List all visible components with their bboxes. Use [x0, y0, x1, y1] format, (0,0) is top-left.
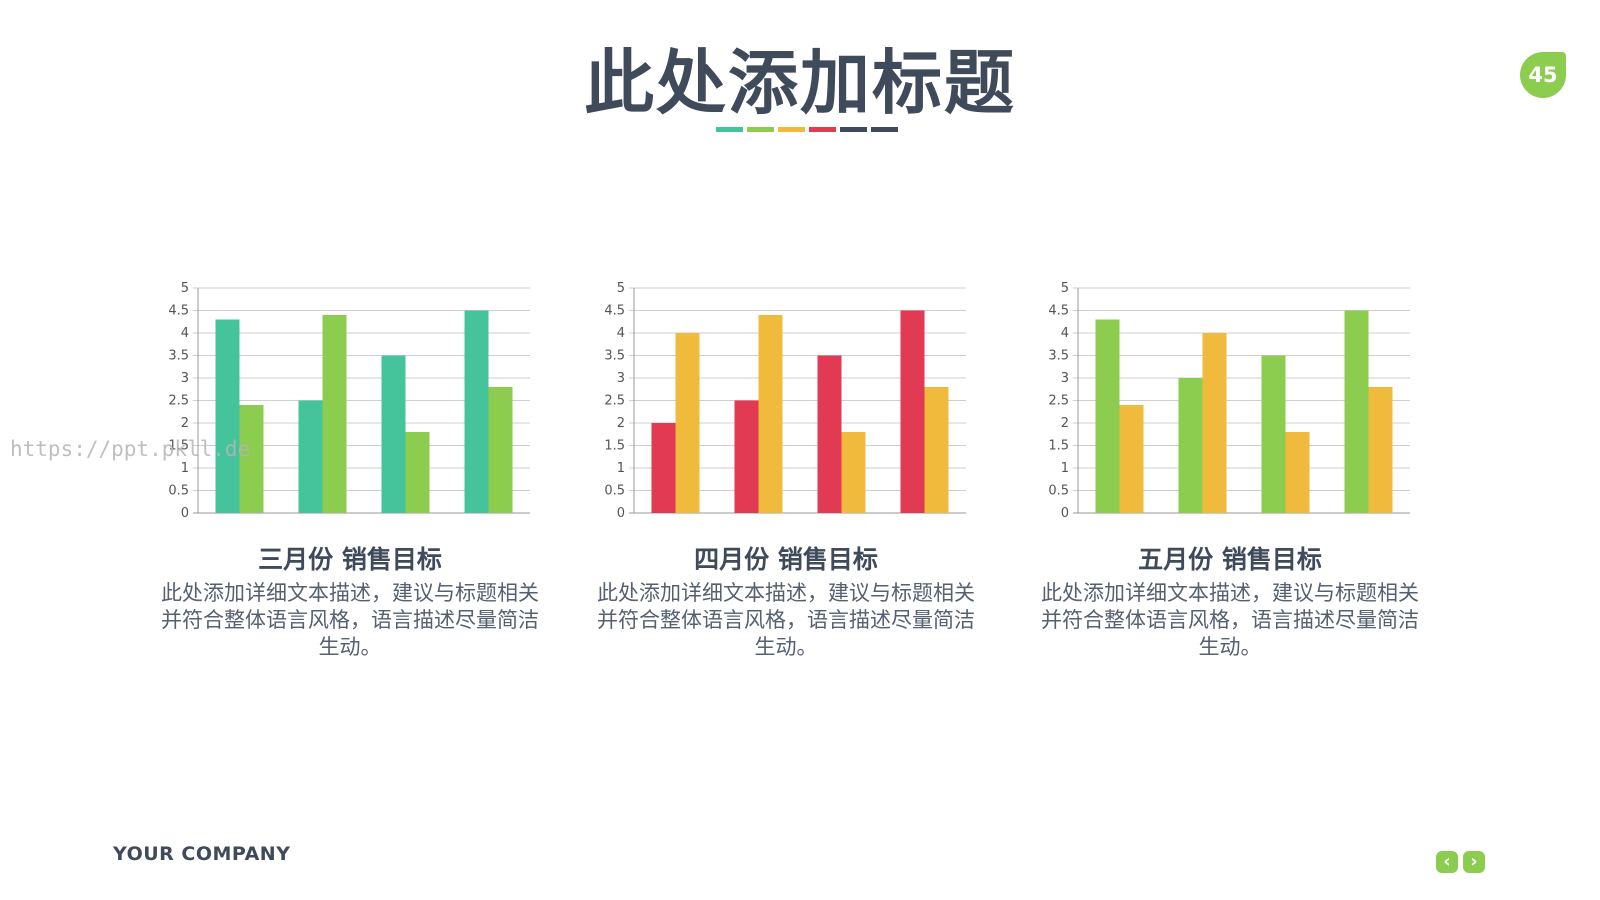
chevron-right-icon: › — [1470, 851, 1478, 872]
chart-block-march: 0 0.5 1 1.5 2 2.5 3 3.5 4 4.5 5 三月份 销售目标 此处添加详细文本描… — [150, 275, 550, 675]
y-tick-label: 3.5 — [604, 349, 625, 364]
y-tick-label: 1.5 — [1048, 439, 1069, 454]
bar — [1344, 310, 1369, 513]
y-tick-label: 1 — [181, 461, 189, 476]
y-tick-label: 4.5 — [168, 304, 189, 319]
y-tick-label: 0.5 — [168, 484, 189, 499]
title-accent-bar — [747, 127, 774, 132]
title-accent-bar — [716, 127, 743, 132]
y-tick-label: 3.5 — [1048, 349, 1069, 364]
y-tick-label: 4 — [617, 326, 625, 341]
y-tick-label: 3 — [1061, 371, 1069, 386]
bar — [841, 432, 866, 513]
bar — [734, 400, 759, 513]
y-tick-label: 2.5 — [168, 394, 189, 409]
y-tick-label: 1.5 — [604, 439, 625, 454]
bar — [817, 355, 842, 513]
bar — [239, 405, 264, 513]
y-tick-label: 1 — [617, 461, 625, 476]
y-tick-label: 0 — [617, 506, 625, 521]
y-tick-label: 5 — [617, 281, 625, 296]
bar — [381, 355, 406, 513]
title-accent-bar — [840, 127, 867, 132]
bar — [1285, 432, 1310, 513]
y-tick-label: 1 — [1061, 461, 1069, 476]
y-tick-label: 4.5 — [1048, 304, 1069, 319]
bar — [1119, 405, 1144, 513]
chart-description-march: 此处添加详细文本描述，建议与标题相关并符合整体语言风格，语言描述尽量简洁生动。 — [161, 581, 539, 659]
chart-title-march: 三月份 销售目标 — [258, 545, 442, 574]
bar — [215, 319, 240, 513]
bar — [758, 315, 783, 513]
chevron-left-icon: ‹ — [1443, 851, 1451, 872]
y-tick-label: 5 — [181, 281, 189, 296]
page-title: 此处添加标题 — [584, 42, 1016, 124]
company-name: YOUR COMPANY — [113, 843, 291, 865]
page-number-badge: 45 — [1520, 52, 1566, 98]
y-tick-label: 4 — [181, 326, 189, 341]
y-tick-label: 2.5 — [604, 394, 625, 409]
bar — [900, 310, 925, 513]
y-tick-label: 2.5 — [1048, 394, 1069, 409]
title-accent-bar — [809, 127, 836, 132]
bar — [464, 310, 489, 513]
chart-description-may: 此处添加详细文本描述，建议与标题相关并符合整体语言风格，语言描述尽量简洁生动。 — [1041, 581, 1419, 659]
title-accent-bar — [871, 127, 898, 132]
april-sales-chart: 0 0.5 1 1.5 2 2.5 3 3.5 4 4.5 5 — [604, 281, 966, 521]
bar — [651, 423, 676, 513]
title-accent-bar — [778, 127, 805, 132]
y-tick-label: 0.5 — [1048, 484, 1069, 499]
y-tick-label: 4.5 — [604, 304, 625, 319]
bar — [924, 387, 949, 513]
chart-block-may: 0 0.5 1 1.5 2 2.5 3 3.5 4 4.5 5 五月份 销售目标 此处添加详细文本描… — [1030, 275, 1430, 675]
chart-title-april: 四月份 销售目标 — [694, 545, 878, 574]
bar — [1368, 387, 1393, 513]
y-tick-label: 0 — [1061, 506, 1069, 521]
bar — [405, 432, 430, 513]
bar — [1261, 355, 1286, 513]
y-tick-label: 2 — [617, 416, 625, 431]
next-slide-button[interactable]: › — [1463, 851, 1485, 873]
y-tick-label: 3.5 — [168, 349, 189, 364]
bar — [298, 400, 323, 513]
chart-title-may: 五月份 销售目标 — [1138, 545, 1322, 574]
bar — [1178, 378, 1203, 513]
watermark-text: https://ppt.pkll.de — [10, 437, 251, 461]
chart-block-april: 0 0.5 1 1.5 2 2.5 3 3.5 4 4.5 5 四月份 销售目标 此处添加详细文本描… — [586, 275, 986, 675]
may-sales-chart: 0 0.5 1 1.5 2 2.5 3 3.5 4 4.5 5 — [1048, 281, 1410, 521]
y-tick-label: 1.5 — [168, 439, 189, 454]
prev-slide-button[interactable]: ‹ — [1436, 851, 1458, 873]
y-tick-label: 3 — [617, 371, 625, 386]
bar — [1202, 333, 1227, 513]
bar — [1095, 319, 1120, 513]
y-tick-label: 0.5 — [604, 484, 625, 499]
bar — [488, 387, 513, 513]
y-tick-label: 3 — [181, 371, 189, 386]
y-tick-label: 2 — [1061, 416, 1069, 431]
bar — [675, 333, 700, 513]
march-sales-chart: 0 0.5 1 1.5 2 2.5 3 3.5 4 4.5 5 — [168, 281, 530, 521]
chart-description-april: 此处添加详细文本描述，建议与标题相关并符合整体语言风格，语言描述尽量简洁生动。 — [597, 581, 975, 659]
y-tick-label: 4 — [1061, 326, 1069, 341]
y-tick-label: 0 — [181, 506, 189, 521]
bar — [322, 315, 347, 513]
y-tick-label: 5 — [1061, 281, 1069, 296]
title-accent-bars — [716, 127, 898, 132]
y-tick-label: 2 — [181, 416, 189, 431]
